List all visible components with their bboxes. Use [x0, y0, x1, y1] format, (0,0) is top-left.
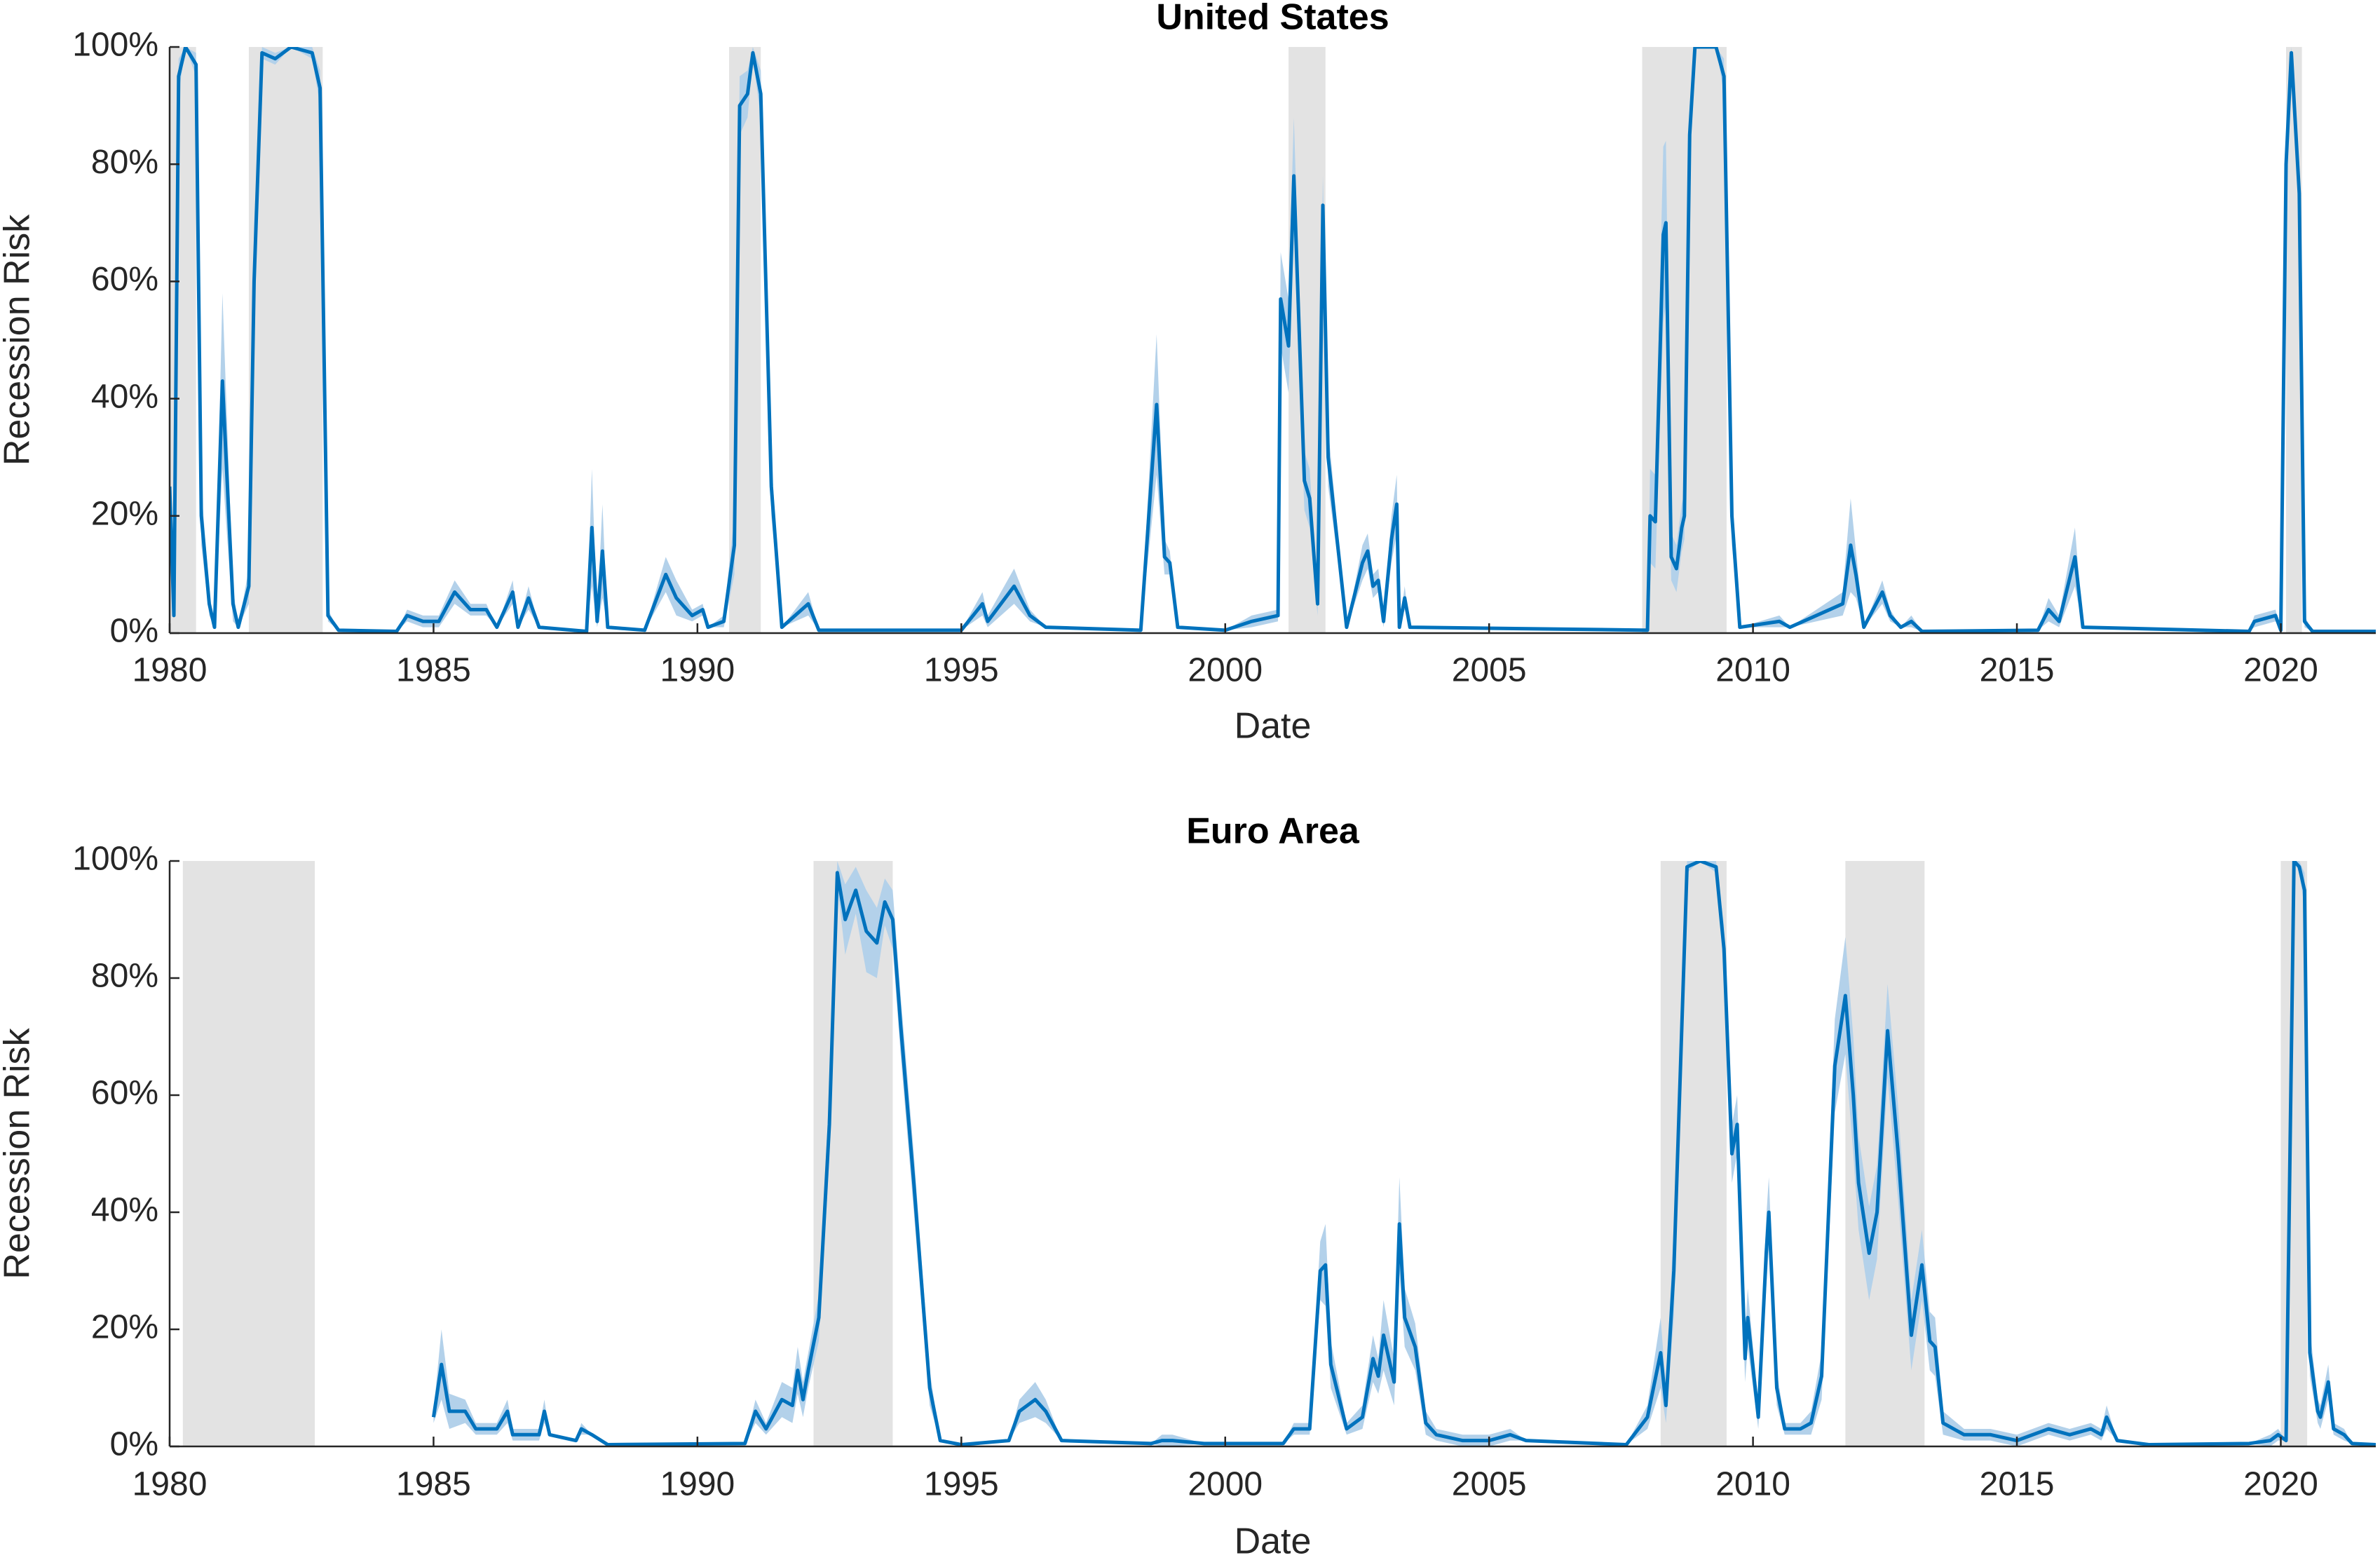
y-tick-label: 20%	[91, 1309, 158, 1346]
x-tick-label: 2005	[1452, 1466, 1527, 1503]
chart-title: United States	[1156, 0, 1389, 38]
y-tick-label: 80%	[91, 144, 158, 181]
x-tick-label: 1980	[132, 1466, 208, 1503]
y-tick-label: 80%	[91, 958, 158, 995]
recession-shade	[1660, 861, 1727, 1446]
x-tick-label: 1990	[660, 652, 735, 689]
risk-line	[431, 861, 2376, 1446]
y-tick-label: 100%	[72, 841, 158, 878]
x-axis-label: Date	[1235, 706, 1312, 747]
x-tick-label: 2020	[2243, 1466, 2318, 1503]
subplot: 0% 20% 40% 60% 80% 100% 1980 1985 1990 1995 2000 20…	[0, 0, 2376, 747]
recession-shade	[182, 861, 315, 1446]
y-tick-label: 0%	[110, 1426, 158, 1463]
x-tick-label: 1985	[396, 652, 471, 689]
y-axis-label: Recession Risk	[0, 1027, 38, 1279]
y-tick-label: 20%	[91, 495, 158, 532]
y-tick-label: 60%	[91, 1075, 158, 1112]
subplot: 0% 20% 40% 60% 80% 100% 1980 1985 1990 1995 2000 20…	[0, 811, 2376, 1560]
x-tick-label: 1995	[924, 1466, 999, 1503]
x-tick-label: 2005	[1452, 652, 1527, 689]
x-tick-label: 1980	[132, 652, 208, 689]
x-tick-label: 1990	[660, 1466, 735, 1503]
y-tick-label: 0%	[110, 613, 158, 650]
confidence-band	[170, 47, 2376, 632]
y-axis-label: Recession Risk	[0, 214, 38, 466]
x-tick-label: 2000	[1188, 1466, 1263, 1503]
x-tick-label: 1985	[396, 1466, 471, 1503]
x-tick-label: 2020	[2243, 652, 2318, 689]
plot-area	[431, 861, 2376, 1446]
x-tick-label: 2015	[1980, 652, 2055, 689]
risk-line	[170, 47, 2376, 633]
confidence-band	[433, 861, 2376, 1446]
chart-title: Euro Area	[1186, 811, 1360, 852]
recession-shade	[248, 47, 323, 633]
y-tick-label: 40%	[91, 378, 158, 415]
x-axis-label: Date	[1235, 1521, 1312, 1560]
y-tick-label: 60%	[91, 261, 158, 298]
x-tick-label: 2015	[1980, 1466, 2055, 1503]
plot-area	[170, 47, 2376, 633]
y-tick-label: 100%	[72, 27, 158, 64]
x-tick-label: 1995	[924, 652, 999, 689]
x-tick-label: 2010	[1715, 652, 1790, 689]
x-tick-label: 2010	[1715, 1466, 1790, 1503]
y-tick-label: 40%	[91, 1192, 158, 1229]
x-tick-label: 2000	[1188, 652, 1263, 689]
